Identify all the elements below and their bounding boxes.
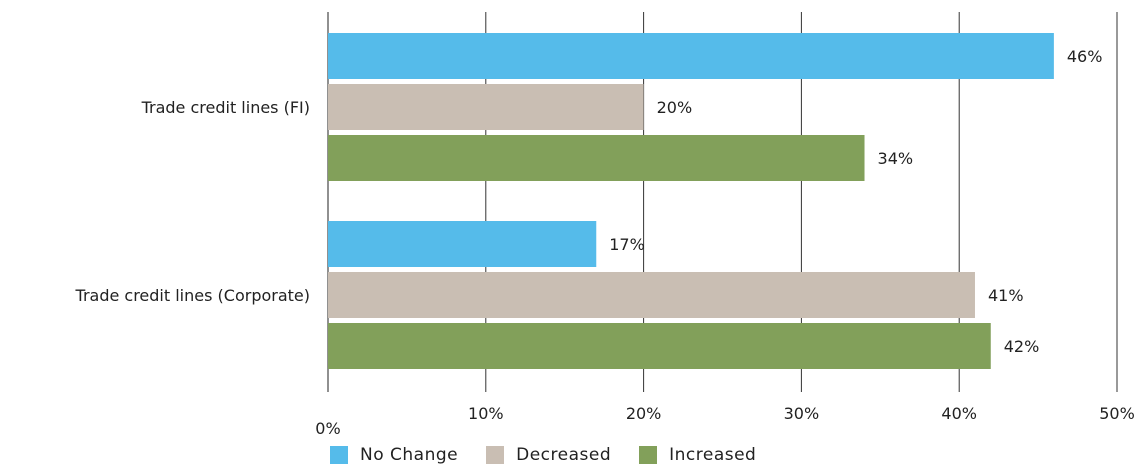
value-label-trade-credit-lines-corporate-increased: 42% xyxy=(1004,337,1040,356)
x-tick-label-20: 20% xyxy=(626,404,662,423)
legend-swatch-no-change xyxy=(330,446,348,464)
x-tick-label-30: 30% xyxy=(784,404,820,423)
value-label-trade-credit-lines-fi-no-change: 46% xyxy=(1067,47,1103,66)
value-label-trade-credit-lines-fi-decreased: 20% xyxy=(657,98,693,117)
bar-trade-credit-lines-corporate-increased xyxy=(328,323,991,369)
legend-item-no-change: No Change xyxy=(330,445,458,465)
x-tick-label-40: 40% xyxy=(941,404,977,423)
category-label-trade-credit-lines-fi: Trade credit lines (FI) xyxy=(141,98,310,117)
x-tick-labels: 0% 10% 20% 30% 40% 50% xyxy=(315,404,1134,438)
value-label-trade-credit-lines-fi-increased: 34% xyxy=(878,149,914,168)
value-labels: 46% 20% 34% 17% 41% 42% xyxy=(609,47,1102,356)
legend-swatch-increased xyxy=(639,446,658,464)
x-tick-label-50: 50% xyxy=(1099,404,1135,423)
legend-swatch-decreased xyxy=(486,446,505,464)
bar-trade-credit-lines-corporate-decreased xyxy=(328,272,975,318)
legend-item-decreased: Decreased xyxy=(486,445,611,465)
bar-trade-credit-lines-fi-no-change xyxy=(328,33,1054,79)
value-label-trade-credit-lines-corporate-decreased: 41% xyxy=(988,286,1024,305)
x-tick-label-0: 0% xyxy=(315,419,340,438)
x-tick-label-10: 10% xyxy=(468,404,504,423)
category-labels: Trade credit lines (FI) Trade credit line… xyxy=(75,98,310,305)
bar-trade-credit-lines-corporate-no-change xyxy=(328,221,597,267)
legend-label-decreased: Decreased xyxy=(516,445,612,465)
legend-label-increased: Increased xyxy=(669,445,757,465)
bar-trade-credit-lines-fi-increased xyxy=(328,135,865,181)
legend-item-increased: Increased xyxy=(639,445,756,465)
legend-label-no-change: No Change xyxy=(360,445,459,465)
category-label-trade-credit-lines-corporate: Trade credit lines (Corporate) xyxy=(75,286,310,305)
bar-trade-credit-lines-fi-decreased xyxy=(328,84,644,130)
value-label-trade-credit-lines-corporate-no-change: 17% xyxy=(609,235,645,254)
legend: No Change Decreased Increased xyxy=(330,444,784,466)
bars xyxy=(328,33,1054,369)
